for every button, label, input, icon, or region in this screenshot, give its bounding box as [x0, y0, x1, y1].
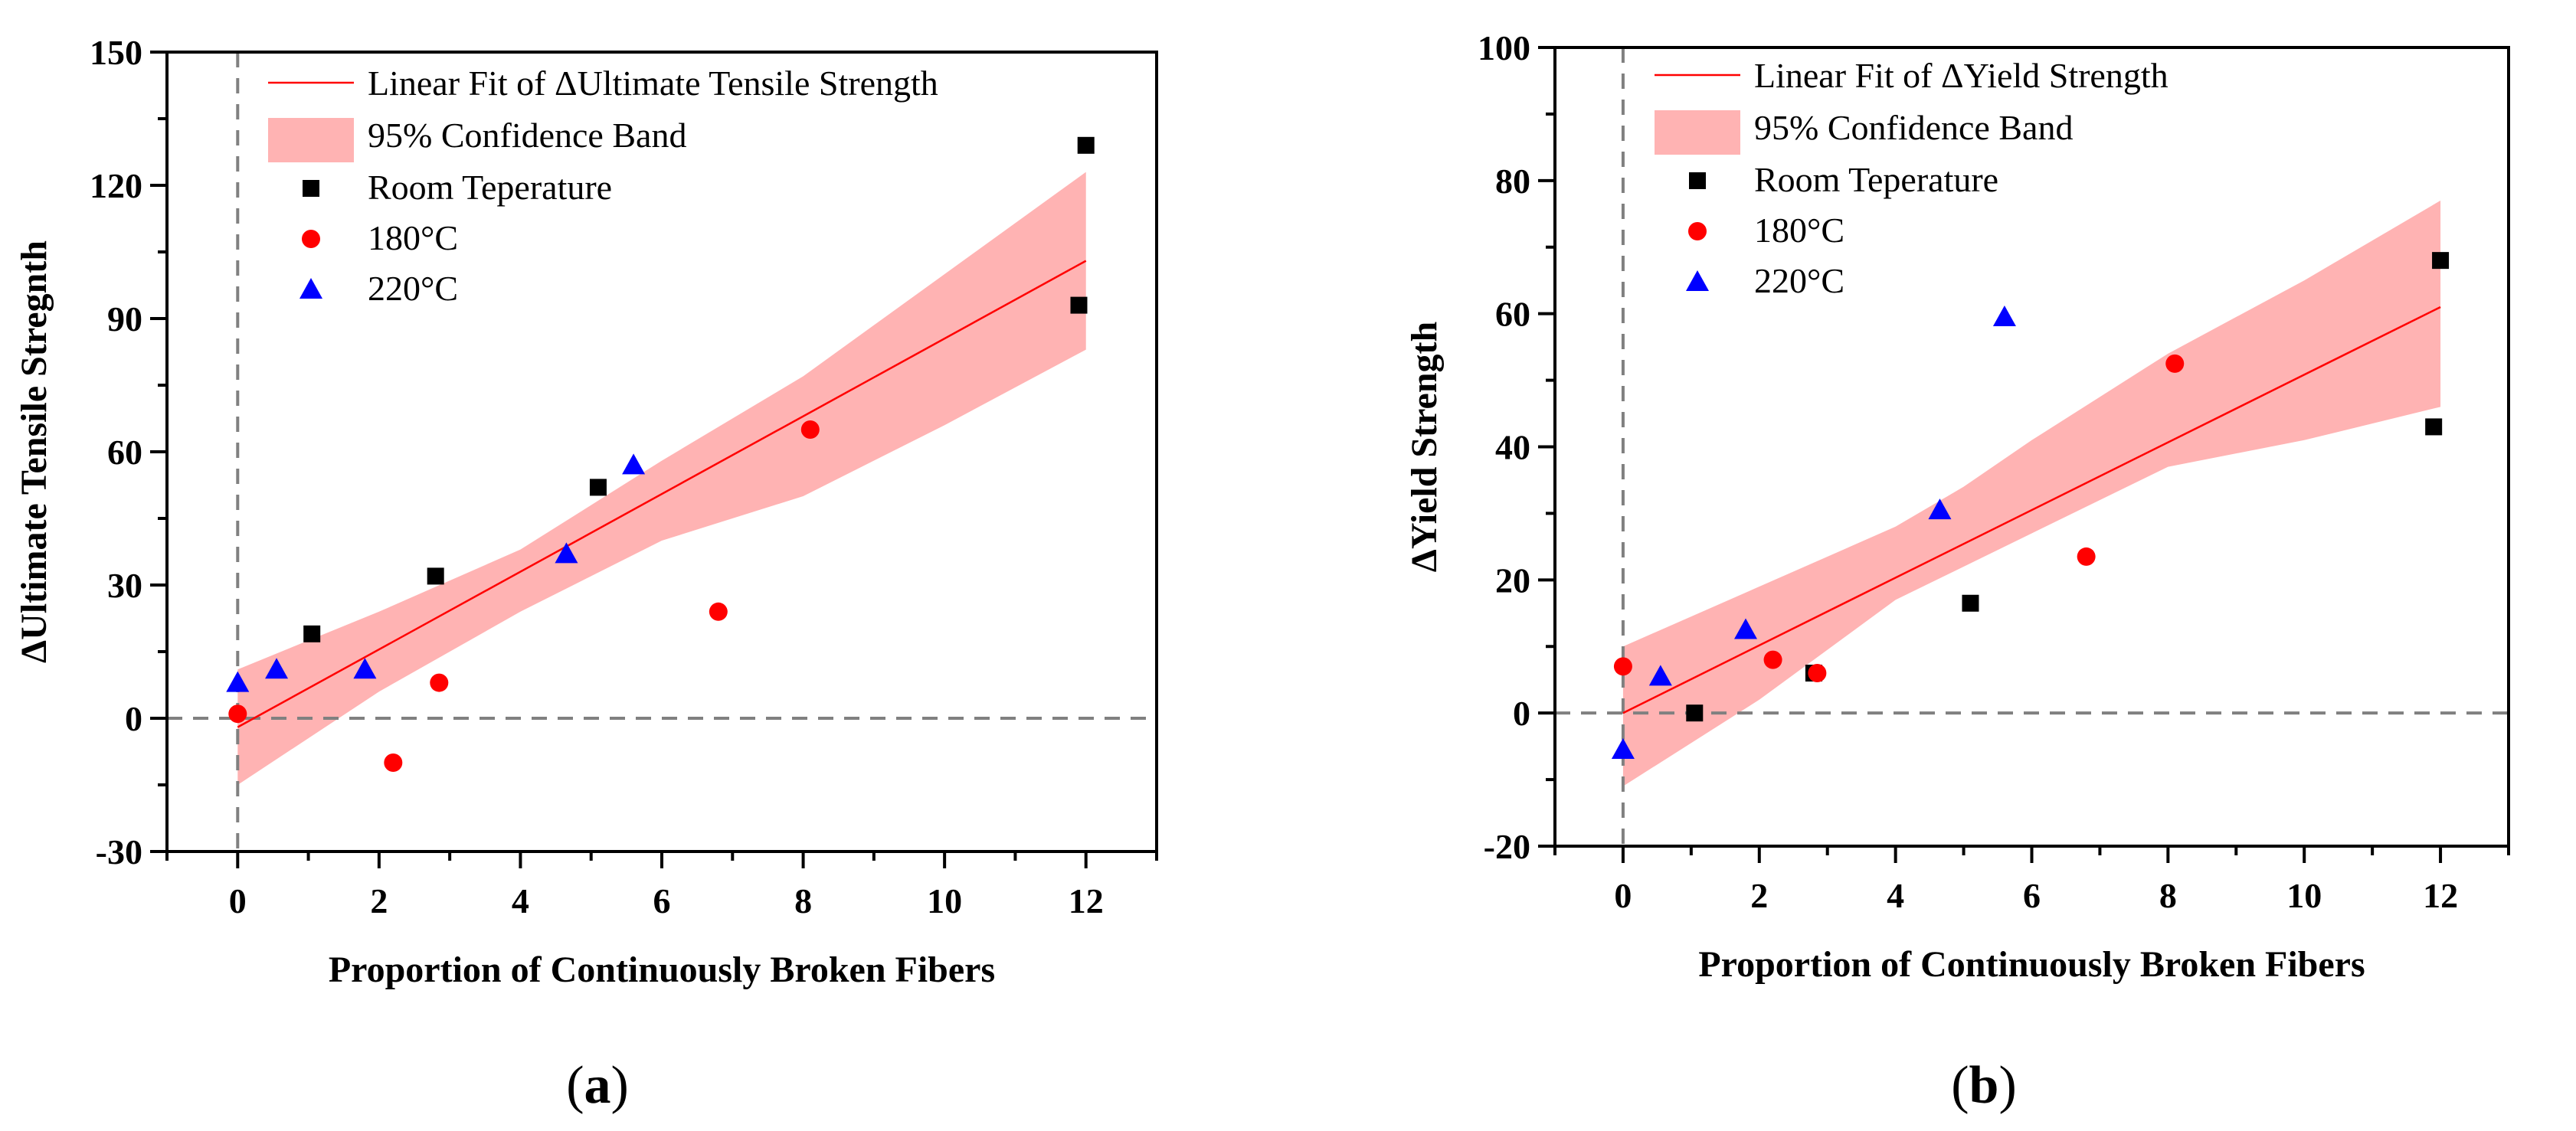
- panel-label-open-paren: (: [1951, 1056, 1969, 1115]
- data-point-square: [2425, 418, 2443, 436]
- y-tick-label: 0: [125, 699, 142, 738]
- y-tick-label: 0: [1513, 694, 1530, 733]
- confidence-band: [237, 172, 1086, 786]
- panel-label-letter: a: [584, 1056, 611, 1115]
- legend-marker-circle: [1688, 222, 1707, 240]
- data-point-square: [1962, 594, 1979, 612]
- data-point-triangle: [1611, 737, 1635, 759]
- x-tick-label: 8: [794, 881, 812, 920]
- data-point-square: [589, 479, 607, 496]
- data-point-circle: [2077, 547, 2096, 566]
- data-point-triangle: [622, 453, 646, 475]
- y-tick-label: 150: [90, 33, 142, 72]
- x-tick-label: 12: [2423, 876, 2458, 915]
- data-point-circle: [384, 753, 403, 772]
- legend-label: 95% Confidence Band: [1754, 108, 2073, 147]
- data-point-triangle: [1928, 498, 1952, 520]
- panel-label-close-paren: ): [1998, 1056, 2016, 1115]
- data-point-square: [303, 625, 321, 642]
- legend-marker-triangle: [299, 278, 322, 299]
- x-tick-label: 4: [1887, 876, 1904, 915]
- legend: Linear Fit of ΔUltimate Tensile Strength…: [268, 64, 938, 308]
- legend-label: 220°C: [1754, 261, 1844, 300]
- y-tick-label: 20: [1495, 561, 1530, 600]
- data-point-square: [427, 567, 444, 585]
- legend-marker-triangle: [1686, 270, 1709, 291]
- y-tick-label: 40: [1495, 428, 1530, 467]
- legend-label: 220°C: [368, 269, 458, 308]
- legend-swatch-band: [268, 118, 354, 162]
- y-tick-label: 30: [107, 566, 142, 605]
- x-tick-label: 10: [927, 881, 962, 920]
- data-point-circle: [800, 420, 820, 439]
- data-point-triangle: [1992, 306, 2016, 327]
- legend-marker-circle: [302, 230, 320, 248]
- legend-marker-square: [303, 180, 319, 197]
- x-tick-label: 4: [512, 881, 529, 920]
- panel-label: (a): [566, 1056, 629, 1115]
- x-tick-label: 10: [2286, 876, 2322, 915]
- legend-swatch-band: [1655, 110, 1740, 155]
- data-point-circle: [709, 602, 728, 621]
- data-point-circle: [228, 704, 247, 724]
- data-point-circle: [1763, 650, 1782, 669]
- legend-label: 95% Confidence Band: [368, 116, 686, 155]
- legend: Linear Fit of ΔYield Strength 95% Confide…: [1655, 56, 2168, 300]
- fit-line: [237, 260, 1087, 728]
- x-tick-label: 0: [1614, 876, 1632, 915]
- y-tick-label: 90: [107, 299, 142, 338]
- legend-marker-square: [1689, 172, 1706, 189]
- chart-panel-a: 0 2 4 6 8 10 12 -30 0 30 60 90 120 150 Proportion of C…: [14, 33, 1158, 1115]
- data-point-triangle: [555, 542, 578, 564]
- x-tick-label: 12: [1069, 881, 1104, 920]
- y-tick-label: 60: [1495, 295, 1530, 334]
- data-point-triangle: [353, 658, 377, 679]
- data-point-triangle: [1648, 665, 1672, 686]
- y-tick-label: 120: [90, 166, 142, 205]
- legend-label: Linear Fit of ΔYield Strength: [1754, 56, 2168, 95]
- panel-label: (b): [1951, 1056, 2017, 1115]
- data-point-triangle: [226, 671, 250, 692]
- y-tick-label: 60: [107, 433, 142, 472]
- x-tick-label: 0: [229, 881, 247, 920]
- panel-label-letter: b: [1969, 1056, 1999, 1115]
- panel-label-close-paren: ): [611, 1056, 629, 1115]
- x-tick-label: 6: [653, 881, 671, 920]
- panel-label-open-paren: (: [566, 1056, 584, 1115]
- chart-panel-b: 0 2 4 6 8 10 12 -20 0 20 40 60 80 100 Proportion of Co…: [1404, 28, 2510, 1115]
- y-tick-label: -30: [96, 832, 142, 871]
- data-point-square: [2432, 252, 2450, 270]
- fit-line: [1622, 306, 2441, 714]
- data-point-circle: [1613, 657, 1632, 676]
- data-point-square: [1077, 136, 1095, 154]
- data-point-square: [1686, 704, 1704, 722]
- data-point-circle: [430, 673, 449, 692]
- confidence-band: [1622, 200, 2441, 786]
- x-axis-title: Proportion of Continuously Broken Fibers: [1698, 944, 2365, 985]
- x-tick-label: 6: [2023, 876, 2041, 915]
- data-point-circle: [2165, 354, 2185, 373]
- y-tick-label: 80: [1495, 162, 1530, 201]
- legend-label: Room Teperature: [1754, 160, 1998, 199]
- data-point-circle: [1808, 664, 1827, 683]
- legend-label: Room Teperature: [368, 168, 612, 207]
- x-axis-title: Proportion of Continuously Broken Fibers: [329, 950, 995, 990]
- y-tick-label: 100: [1478, 28, 1530, 67]
- data-point-triangle: [265, 658, 289, 679]
- y-tick-label: -20: [1484, 827, 1530, 866]
- data-point-square: [1070, 296, 1088, 314]
- y-axis-title: ΔUltimate Tensile Stregnth: [14, 240, 54, 663]
- x-tick-label: 2: [370, 881, 388, 920]
- x-tick-label: 8: [2159, 876, 2177, 915]
- x-tick-label: 2: [1750, 876, 1768, 915]
- legend-label: 180°C: [368, 218, 458, 257]
- legend-label: 180°C: [1754, 211, 1844, 250]
- legend-label: Linear Fit of ΔUltimate Tensile Strength: [368, 64, 938, 103]
- y-axis-title: ΔYield Strength: [1404, 322, 1445, 572]
- data-point-triangle: [1734, 618, 1757, 639]
